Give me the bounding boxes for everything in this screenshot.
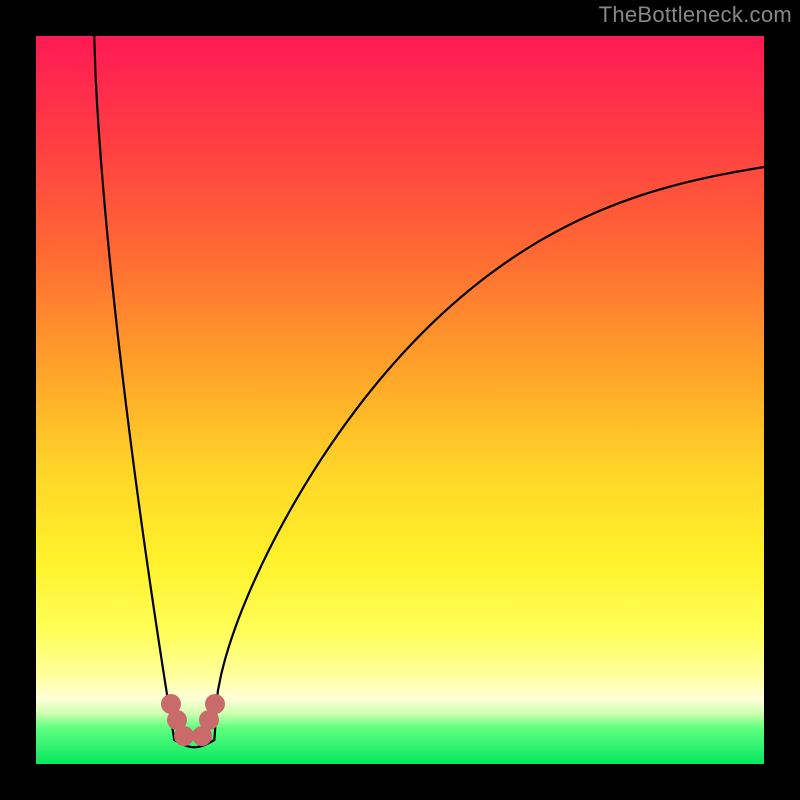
curve-marker [174,726,194,746]
watermark-text: TheBottleneck.com [599,2,792,28]
curve-marker [205,694,225,714]
chart-markers-layer [36,36,764,764]
chart-plot-area [36,36,764,764]
